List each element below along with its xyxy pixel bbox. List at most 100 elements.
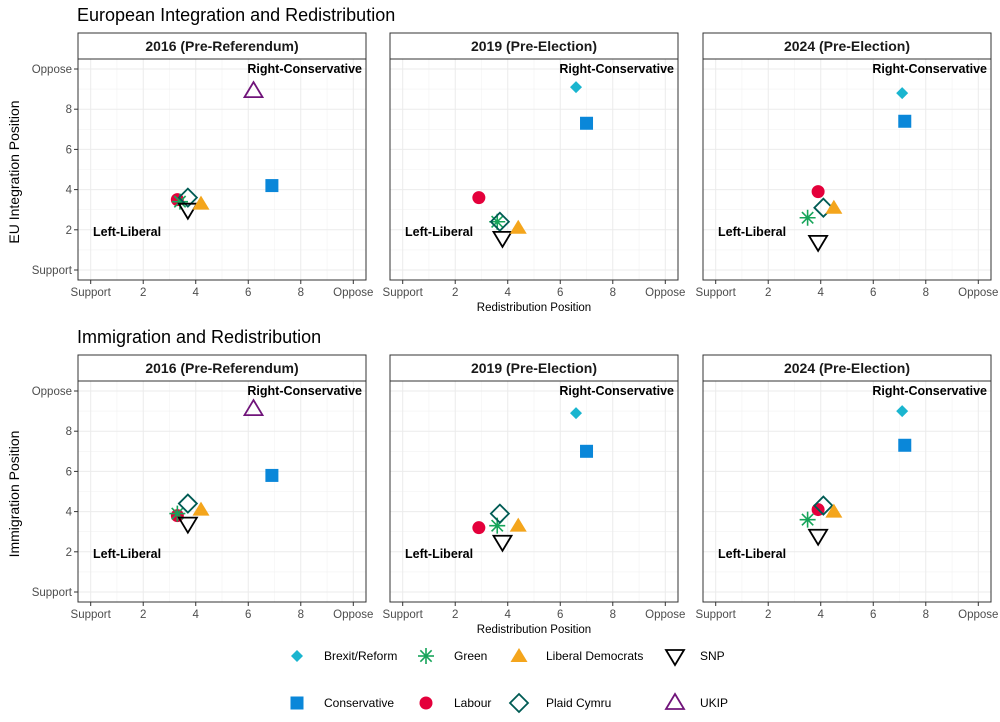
panel-border bbox=[389, 58, 679, 281]
x-tick-label: Support bbox=[71, 287, 112, 299]
annotation-right-conservative: Right-Conservative bbox=[247, 62, 362, 76]
diamond-marker bbox=[896, 405, 909, 418]
x-tick-label: Oppose bbox=[645, 609, 685, 621]
y-tick-label: 4 bbox=[66, 185, 73, 197]
point-green bbox=[418, 648, 434, 664]
strip-title: 2019 (Pre-Election) bbox=[471, 38, 597, 54]
circle-marker bbox=[419, 696, 433, 710]
point-liberal-democrats bbox=[825, 199, 843, 214]
triangle-marker bbox=[192, 195, 210, 210]
x-tick-label: 6 bbox=[245, 609, 251, 621]
point-brexit-reform bbox=[570, 407, 583, 420]
point-labour bbox=[472, 191, 486, 205]
square-marker bbox=[580, 444, 594, 458]
point-snp bbox=[664, 649, 686, 667]
point-ukip bbox=[242, 80, 265, 99]
triangle-marker bbox=[825, 199, 843, 214]
open-diamond-marker bbox=[813, 495, 834, 516]
asterisk-stroke bbox=[419, 649, 433, 663]
asterisk-stroke bbox=[801, 211, 814, 224]
legend-label: Conservative bbox=[324, 696, 394, 710]
annotation-left-liberal: Left-Liberal bbox=[93, 547, 161, 561]
open-down-triangle-marker bbox=[177, 202, 199, 221]
square-marker bbox=[290, 696, 304, 710]
annotation-left-liberal: Left-Liberal bbox=[405, 547, 473, 561]
gridlines bbox=[78, 381, 366, 602]
x-tick-label: 8 bbox=[298, 609, 304, 621]
gridlines bbox=[703, 381, 991, 602]
open-diamond-marker bbox=[813, 197, 834, 218]
y-tick-label: 8 bbox=[66, 426, 72, 438]
square-marker bbox=[580, 116, 594, 130]
point-conservative bbox=[580, 444, 594, 458]
legend-label: Labour bbox=[454, 696, 491, 710]
x-tick-label: 2 bbox=[452, 609, 458, 621]
open-diamond-marker bbox=[177, 187, 199, 208]
point-snp bbox=[491, 230, 514, 249]
row-title: European Integration and Redistribution bbox=[77, 5, 395, 25]
legend-item: Green bbox=[418, 648, 487, 664]
x-tick-label: Oppose bbox=[333, 609, 373, 621]
points bbox=[472, 407, 594, 553]
x-tick-label: Oppose bbox=[958, 287, 998, 299]
annotation-right-conservative: Right-Conservative bbox=[559, 62, 674, 76]
points bbox=[169, 398, 279, 535]
point-conservative bbox=[898, 438, 912, 452]
open-down-triangle-marker bbox=[491, 230, 514, 249]
point-liberal-democrats bbox=[510, 648, 528, 662]
x-tick-label: Support bbox=[696, 609, 737, 621]
annotation-left-liberal: Left-Liberal bbox=[718, 547, 786, 561]
x-tick-label: 4 bbox=[193, 609, 200, 621]
points bbox=[472, 81, 594, 249]
point-ukip bbox=[242, 398, 265, 416]
x-tick-label: 4 bbox=[818, 609, 825, 621]
x-tick-label: Support bbox=[383, 287, 424, 299]
point-plaid-cymru bbox=[177, 493, 199, 514]
x-tick-label: Oppose bbox=[958, 609, 998, 621]
annotation-right-conservative: Right-Conservative bbox=[872, 62, 987, 76]
y-tick-label: 6 bbox=[66, 466, 72, 478]
point-plaid-cymru bbox=[508, 692, 530, 714]
open-down-triangle-marker bbox=[177, 516, 199, 535]
x-tick-label: 2 bbox=[452, 287, 458, 299]
x-tick-label: 2 bbox=[765, 609, 771, 621]
point-snp bbox=[807, 234, 829, 253]
open-triangle-marker bbox=[242, 398, 265, 416]
x-tick-label: Support bbox=[383, 609, 424, 621]
point-snp bbox=[491, 534, 514, 553]
x-tick-label: 6 bbox=[870, 609, 876, 621]
point-labour bbox=[811, 185, 825, 199]
annotation-right-conservative: Right-Conservative bbox=[872, 384, 987, 398]
panel-border bbox=[77, 380, 367, 603]
open-down-triangle-marker bbox=[664, 649, 686, 667]
points bbox=[799, 87, 912, 253]
x-axis-title: Redistribution Position bbox=[477, 302, 591, 314]
point-plaid-cymru bbox=[813, 197, 834, 218]
panel-1: 2016 (Pre-Referendum) Support 2 4 6 8 Oppose Su… bbox=[32, 354, 373, 621]
point-conservative bbox=[265, 179, 279, 193]
point-liberal-democrats bbox=[192, 501, 210, 516]
triangle-marker bbox=[509, 517, 527, 532]
circle-marker bbox=[811, 185, 825, 199]
legend-item: UKIP bbox=[664, 692, 728, 710]
strip-title: 2024 (Pre-Election) bbox=[784, 360, 910, 376]
strip-box bbox=[389, 32, 679, 60]
strip-box bbox=[702, 32, 992, 60]
x-tick-label: Oppose bbox=[333, 287, 373, 299]
point-brexit-reform bbox=[896, 405, 909, 418]
gridlines bbox=[78, 59, 366, 280]
chart-row-1: European Integration and Redistribution E… bbox=[6, 5, 998, 314]
strip-box bbox=[77, 32, 367, 60]
x-tick-label: 8 bbox=[610, 609, 616, 621]
x-tick-label: 2 bbox=[765, 287, 771, 299]
point-snp bbox=[807, 528, 829, 547]
legend-label: Brexit/Reform bbox=[324, 649, 397, 663]
strip-title: 2016 (Pre-Referendum) bbox=[145, 360, 298, 376]
legend-item: Labour bbox=[419, 696, 491, 710]
panel-border bbox=[702, 380, 992, 603]
gridlines bbox=[390, 59, 678, 280]
square-marker bbox=[265, 468, 279, 482]
legend-item: SNP bbox=[664, 649, 725, 667]
y-axis-title: Immigration Position bbox=[6, 431, 22, 558]
x-tick-label: 2 bbox=[140, 609, 146, 621]
